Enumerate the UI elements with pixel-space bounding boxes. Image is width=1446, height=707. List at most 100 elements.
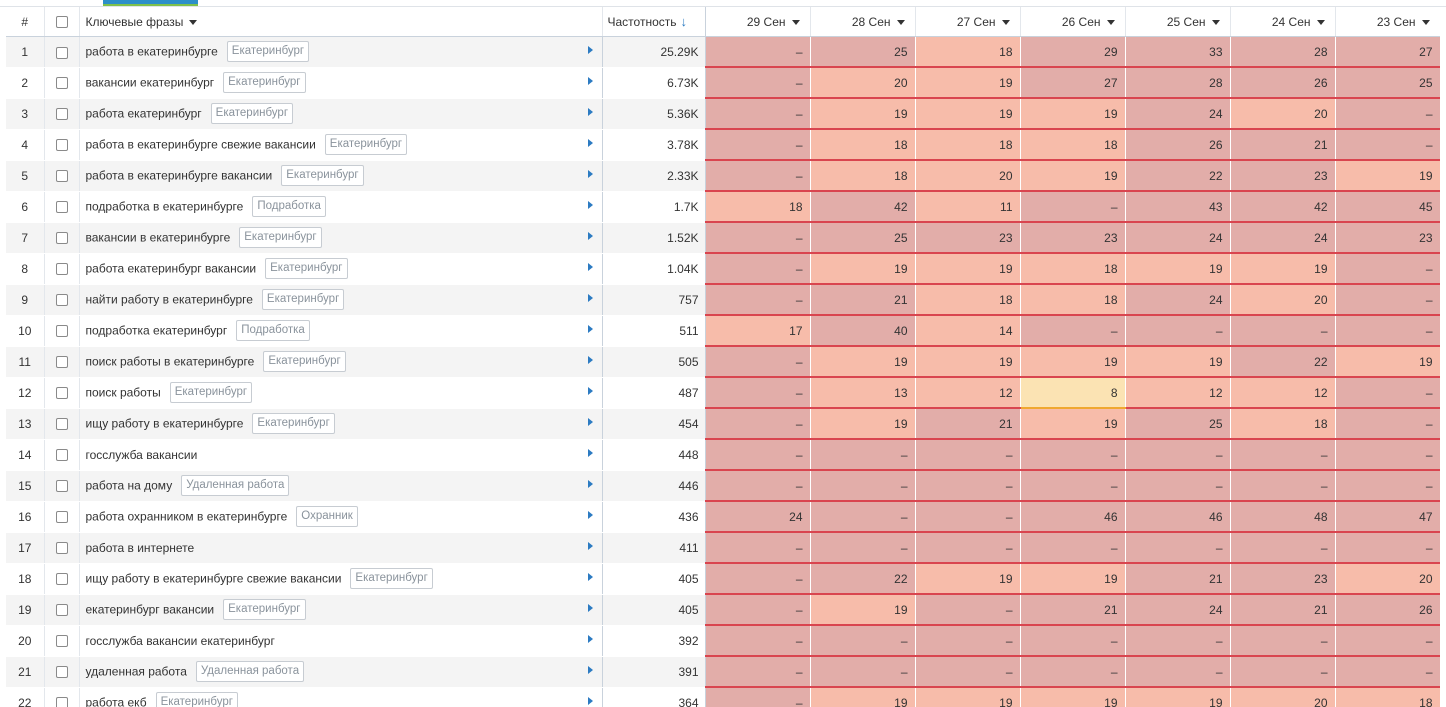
row-checkbox[interactable] — [56, 604, 68, 616]
position-cell[interactable]: 25 — [1125, 408, 1230, 439]
position-cell[interactable]: – — [1335, 656, 1440, 687]
row-checkbox-cell[interactable] — [44, 532, 79, 563]
chevron-down-icon[interactable] — [1107, 20, 1115, 25]
position-cell[interactable]: 18 — [1020, 284, 1125, 315]
position-cell[interactable]: 23 — [1230, 563, 1335, 594]
position-cell[interactable]: 19 — [915, 253, 1020, 284]
position-cell[interactable]: 46 — [1125, 501, 1230, 532]
keyword-phrase[interactable]: вакансии в екатеринбурге — [86, 231, 231, 245]
expand-arrow-icon[interactable] — [588, 77, 593, 85]
keyword-phrase[interactable]: госслужба вакансии екатеринбург — [86, 634, 275, 648]
position-cell[interactable]: – — [705, 656, 810, 687]
position-cell[interactable]: 8 — [1020, 377, 1125, 408]
position-cell[interactable]: 28 — [1125, 67, 1230, 98]
region-tag[interactable]: Екатеринбург — [263, 351, 345, 372]
expand-arrow-icon[interactable] — [588, 697, 593, 705]
region-tag[interactable]: Екатеринбург — [227, 41, 309, 62]
position-cell[interactable]: – — [810, 470, 915, 501]
chevron-down-icon[interactable] — [189, 20, 197, 25]
select-all-checkbox[interactable] — [56, 16, 68, 28]
position-cell[interactable]: – — [1020, 625, 1125, 656]
chevron-down-icon[interactable] — [1002, 20, 1010, 25]
position-cell[interactable]: 21 — [1230, 594, 1335, 625]
region-tag[interactable]: Охранник — [296, 506, 358, 527]
expand-arrow-icon[interactable] — [588, 170, 593, 178]
position-cell[interactable]: 14 — [915, 315, 1020, 346]
position-cell[interactable]: 13 — [810, 377, 915, 408]
keyword-phrase[interactable]: удаленная работа — [86, 665, 187, 679]
keyword-phrase[interactable]: работа в интернете — [86, 541, 195, 555]
position-cell[interactable]: 18 — [705, 191, 810, 222]
position-cell[interactable]: 19 — [1125, 346, 1230, 377]
expand-arrow-icon[interactable] — [588, 480, 593, 488]
column-header-phrases[interactable]: Ключевые фразы — [79, 7, 602, 37]
position-cell[interactable]: – — [1020, 470, 1125, 501]
chevron-down-icon[interactable] — [1317, 20, 1325, 25]
row-checkbox-cell[interactable] — [44, 687, 79, 707]
region-tag[interactable]: Екатеринбург — [156, 692, 238, 707]
keyword-phrase[interactable]: работа охранником в екатеринбурге — [86, 510, 288, 524]
keyword-phrase[interactable]: екатеринбург вакансии — [86, 603, 215, 617]
position-cell[interactable]: 19 — [915, 563, 1020, 594]
keyword-phrase[interactable]: работа на дому — [86, 479, 173, 493]
row-checkbox[interactable] — [56, 511, 68, 523]
position-cell[interactable]: 25 — [810, 222, 915, 253]
position-cell[interactable]: 23 — [915, 222, 1020, 253]
row-checkbox[interactable] — [56, 635, 68, 647]
position-cell[interactable]: 40 — [810, 315, 915, 346]
position-cell[interactable]: – — [1020, 656, 1125, 687]
expand-arrow-icon[interactable] — [588, 666, 593, 674]
position-cell[interactable]: 18 — [915, 129, 1020, 160]
position-cell[interactable]: – — [705, 222, 810, 253]
position-cell[interactable]: – — [1335, 470, 1440, 501]
position-cell[interactable]: 27 — [1020, 67, 1125, 98]
expand-arrow-icon[interactable] — [588, 46, 593, 54]
expand-arrow-icon[interactable] — [588, 449, 593, 457]
row-checkbox[interactable] — [56, 139, 68, 151]
position-cell[interactable]: 24 — [1230, 222, 1335, 253]
position-cell[interactable]: 26 — [1230, 67, 1335, 98]
position-cell[interactable]: – — [810, 625, 915, 656]
position-cell[interactable]: 24 — [1125, 222, 1230, 253]
row-checkbox-cell[interactable] — [44, 346, 79, 377]
keyword-phrase[interactable]: работа в екатеринбурге вакансии — [86, 169, 273, 183]
row-checkbox[interactable] — [56, 387, 68, 399]
position-cell[interactable]: – — [1230, 470, 1335, 501]
position-cell[interactable]: – — [705, 439, 810, 470]
position-cell[interactable]: 21 — [1125, 563, 1230, 594]
position-cell[interactable]: 23 — [1230, 160, 1335, 191]
row-checkbox-cell[interactable] — [44, 594, 79, 625]
position-cell[interactable]: – — [1335, 315, 1440, 346]
position-cell[interactable]: 11 — [915, 191, 1020, 222]
position-cell[interactable]: – — [705, 470, 810, 501]
keyword-phrase[interactable]: подработка в екатеринбурге — [86, 200, 244, 214]
keyword-phrase[interactable]: работа в екатеринбурге свежие вакансии — [86, 138, 316, 152]
position-cell[interactable]: 12 — [915, 377, 1020, 408]
row-checkbox-cell[interactable] — [44, 253, 79, 284]
region-tag[interactable]: Подработка — [252, 196, 326, 217]
keyword-phrase[interactable]: работа екатеринбург — [86, 107, 202, 121]
position-cell[interactable]: – — [1230, 315, 1335, 346]
position-cell[interactable]: 12 — [1125, 377, 1230, 408]
position-cell[interactable]: 24 — [705, 501, 810, 532]
position-cell[interactable]: 19 — [810, 594, 915, 625]
position-cell[interactable]: – — [1230, 656, 1335, 687]
keyword-phrase[interactable]: работа в екатеринбурге — [86, 45, 218, 59]
position-cell[interactable]: – — [915, 625, 1020, 656]
position-cell[interactable]: – — [810, 532, 915, 563]
row-checkbox-cell[interactable] — [44, 563, 79, 594]
column-header-date[interactable]: 29 Сен — [705, 7, 810, 37]
row-checkbox-cell[interactable] — [44, 656, 79, 687]
region-tag[interactable]: Екатеринбург — [350, 568, 432, 589]
position-cell[interactable]: 26 — [1335, 594, 1440, 625]
row-checkbox[interactable] — [56, 170, 68, 182]
row-checkbox-cell[interactable] — [44, 191, 79, 222]
position-cell[interactable]: 19 — [1230, 253, 1335, 284]
